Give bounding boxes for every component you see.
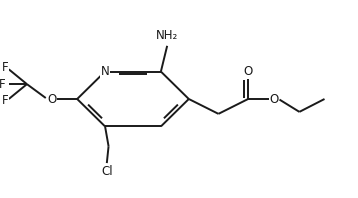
Text: NH₂: NH₂ xyxy=(156,30,178,42)
Text: Cl: Cl xyxy=(101,166,113,178)
Text: F: F xyxy=(2,61,9,74)
Text: N: N xyxy=(101,65,110,78)
Text: F: F xyxy=(0,78,5,91)
Text: O: O xyxy=(270,92,279,106)
Text: F: F xyxy=(2,94,9,108)
Text: O: O xyxy=(243,65,253,78)
Text: O: O xyxy=(47,92,57,106)
